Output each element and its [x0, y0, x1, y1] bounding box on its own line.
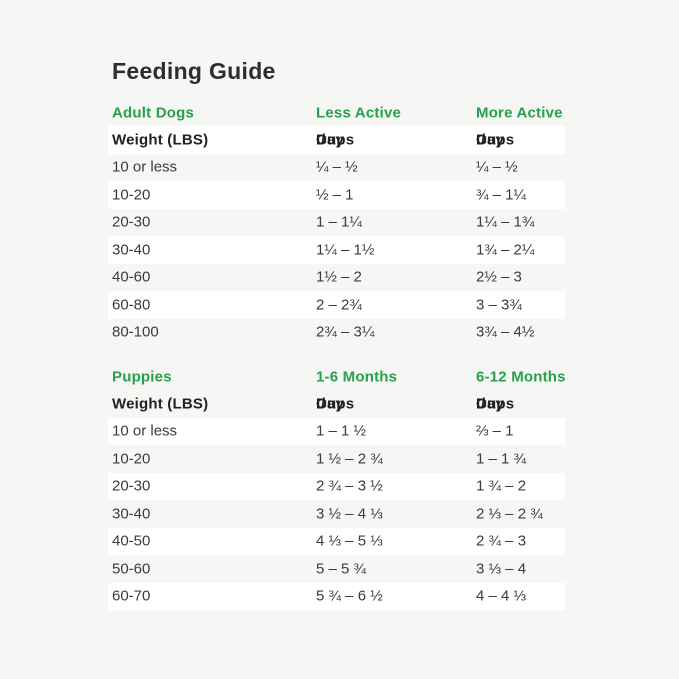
- column-header-1-6-months: 1-6 Months: [316, 368, 398, 386]
- cups-less-active: 2 – 2¾: [316, 296, 362, 314]
- cups-1-6-months: 5 – 5 ¾: [316, 560, 367, 578]
- weight-range: 50-60: [112, 560, 151, 578]
- section-title-adult-dogs: Adult Dogs: [112, 104, 194, 122]
- column-header-row: Weight (LBS) Cups / Day Cups / Day: [108, 390, 565, 418]
- cups-1-6-months: 1 ½ – 2 ¾: [316, 450, 383, 468]
- cups-6-12-months: 4 – 4 ⅓: [476, 587, 527, 605]
- table-row: 10 or less ¼ – ½ ¼ – ½: [108, 154, 565, 182]
- weight-range: 20-30: [112, 213, 151, 231]
- table-row: 20-30 1 – 1¼ 1¼ – 1¾: [108, 209, 565, 237]
- weight-range: 10-20: [112, 186, 151, 204]
- cups-more-active: 1¾ – 2¼: [476, 241, 535, 259]
- slash-separator: /: [321, 395, 326, 413]
- puppies-table: Puppies 1-6 Months 6-12 Months Weight (L…: [108, 364, 566, 610]
- page-title: Feeding Guide: [112, 58, 276, 84]
- cups-label: Cups: [476, 131, 515, 149]
- table-row: 10-20 1 ½ – 2 ¾ 1 – 1 ¾: [108, 445, 565, 473]
- column-header-6-12-months: 6-12 Months: [476, 368, 566, 386]
- column-header-more-active: More Active: [476, 104, 563, 122]
- cups-more-active: ¼ – ½: [476, 158, 518, 176]
- weight-range: 10-20: [112, 450, 151, 468]
- cups-more-active: ¾ – 1¼: [476, 186, 527, 204]
- cups-6-12-months: 1 ¾ – 2: [476, 477, 527, 495]
- slash-separator: /: [321, 131, 326, 149]
- slash-separator: /: [481, 131, 486, 149]
- weight-range: 60-70: [112, 587, 151, 605]
- slash-separator: /: [481, 395, 486, 413]
- day-label: Day: [316, 131, 345, 149]
- day-label: Day: [316, 395, 345, 413]
- table-row: 30-40 1¼ – 1½ 1¾ – 2¼: [108, 236, 565, 264]
- cups-more-active: 3¾ – 4½: [476, 323, 535, 341]
- cups-6-12-months: 1 – 1 ¾: [476, 450, 527, 468]
- weight-range: 40-60: [112, 268, 151, 286]
- table-row: 30-40 3 ½ – 4 ⅓ 2 ⅓ – 2 ¾: [108, 500, 565, 528]
- cups-less-active: 1½ – 2: [316, 268, 362, 286]
- cups-1-6-months: 3 ½ – 4 ⅓: [316, 505, 383, 523]
- weight-lbs-header: Weight (LBS): [112, 131, 209, 149]
- weight-range: 20-30: [112, 477, 151, 495]
- table-row: 60-70 5 ¾ – 6 ½ 4 – 4 ⅓: [108, 582, 565, 610]
- cups-label: Cups: [476, 395, 515, 413]
- cups-more-active: 1¼ – 1¾: [476, 213, 535, 231]
- puppies-section-header-row: Puppies 1-6 Months 6-12 Months: [108, 364, 566, 390]
- cups-6-12-months: 2 ¾ – 3: [476, 532, 527, 550]
- table-row: 40-50 4 ⅓ – 5 ⅓ 2 ¾ – 3: [108, 527, 565, 555]
- weight-range: 10 or less: [112, 422, 178, 440]
- cups-less-active: 1 – 1¼: [316, 213, 362, 231]
- cups-1-6-months: 1 – 1 ½: [316, 422, 367, 440]
- weight-range: 30-40: [112, 241, 151, 259]
- weight-range: 40-50: [112, 532, 151, 550]
- adult-rows: Weight (LBS) Cups / Day Cups / Day 10 or les…: [108, 126, 565, 346]
- weight-range: 60-80: [112, 296, 151, 314]
- table-row: 20-30 2 ¾ – 3 ½ 1 ¾ – 2: [108, 472, 565, 500]
- section-title-puppies: Puppies: [112, 368, 172, 386]
- cups-6-12-months: ⅔ – 1: [476, 422, 514, 440]
- day-label: Day: [476, 395, 505, 413]
- cups-1-6-months: 4 ⅓ – 5 ⅓: [316, 532, 383, 550]
- table-row: 10-20 ½ – 1 ¾ – 1¼: [108, 181, 565, 209]
- table-row: 60-80 2 – 2¾ 3 – 3¾: [108, 291, 565, 319]
- table-row: 80-100 2¾ – 3¼ 3¾ – 4½: [108, 319, 565, 347]
- adult-section-header-row: Adult Dogs Less Active More Active: [108, 100, 565, 126]
- cups-label: Cups: [316, 131, 355, 149]
- weight-lbs-header: Weight (LBS): [112, 395, 209, 413]
- cups-less-active: 1¼ – 1½: [316, 241, 375, 259]
- adult-dogs-table: Adult Dogs Less Active More Active Weigh…: [108, 100, 565, 346]
- table-row: 10 or less 1 – 1 ½ ⅔ – 1: [108, 417, 565, 445]
- day-label: Day: [476, 131, 505, 149]
- table-row: 50-60 5 – 5 ¾ 3 ⅓ – 4: [108, 555, 565, 583]
- cups-label: Cups: [316, 395, 355, 413]
- cups-6-12-months: 2 ⅓ – 2 ¾: [476, 505, 543, 523]
- table-row: 40-60 1½ – 2 2½ – 3: [108, 264, 565, 292]
- cups-1-6-months: 2 ¾ – 3 ½: [316, 477, 383, 495]
- weight-range: 80-100: [112, 323, 159, 341]
- cups-6-12-months: 3 ⅓ – 4: [476, 560, 527, 578]
- column-header-less-active: Less Active: [316, 104, 402, 122]
- cups-less-active: ¼ – ½: [316, 158, 358, 176]
- cups-less-active: 2¾ – 3¼: [316, 323, 375, 341]
- cups-less-active: ½ – 1: [316, 186, 354, 204]
- weight-range: 10 or less: [112, 158, 178, 176]
- cups-more-active: 2½ – 3: [476, 268, 522, 286]
- weight-range: 30-40: [112, 505, 151, 523]
- cups-1-6-months: 5 ¾ – 6 ½: [316, 587, 383, 605]
- cups-more-active: 3 – 3¾: [476, 296, 522, 314]
- puppies-rows: Weight (LBS) Cups / Day Cups / Day 10 or les…: [108, 390, 565, 610]
- column-header-row: Weight (LBS) Cups / Day Cups / Day: [108, 126, 565, 154]
